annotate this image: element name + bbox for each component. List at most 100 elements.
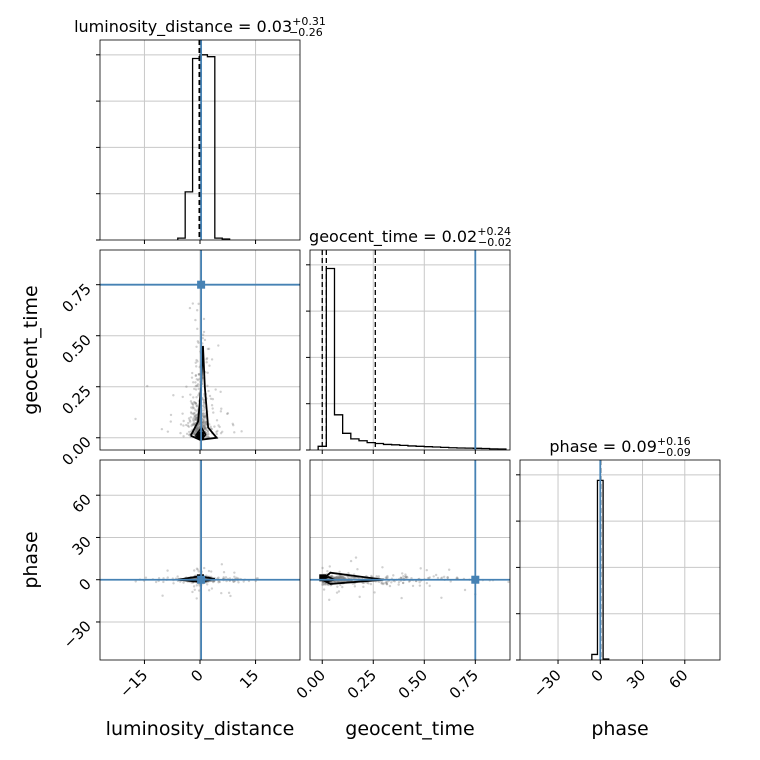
scatter-point xyxy=(339,580,342,583)
scatter-point xyxy=(197,302,200,306)
scatter-point xyxy=(336,576,340,580)
scatter-point xyxy=(432,575,435,578)
scatter-point xyxy=(198,373,201,376)
scatter-point xyxy=(189,406,193,409)
scatter-point xyxy=(195,416,199,419)
scatter-point xyxy=(192,401,196,404)
scatter-point xyxy=(222,576,225,579)
scatter-point xyxy=(210,358,214,361)
scatter-point xyxy=(384,581,388,584)
title-phase: phase = 0.09+0.16 xyxy=(549,435,690,456)
scatter-point xyxy=(206,583,209,586)
scatter-point xyxy=(397,583,400,586)
scatter-point xyxy=(194,431,197,434)
scatter-point xyxy=(205,574,208,577)
scatter-point xyxy=(380,582,383,585)
scatter-point xyxy=(330,575,333,578)
scatter-point xyxy=(227,591,231,595)
scatter-point xyxy=(196,568,199,571)
scatter-point xyxy=(194,429,197,433)
scatter-point xyxy=(181,395,184,399)
scatter-point xyxy=(407,580,411,583)
scatter-point xyxy=(194,381,197,384)
scatter-point xyxy=(208,394,212,398)
scatter-point xyxy=(388,584,392,588)
title-main: luminosity_distance = 0.03 xyxy=(74,17,292,37)
title-main: geocent_time = 0.02 xyxy=(309,227,477,247)
scatter-point xyxy=(196,427,200,430)
scatter-point xyxy=(384,576,388,579)
scatter-point xyxy=(240,430,243,433)
scatter-point xyxy=(397,581,401,584)
scatter-point xyxy=(195,405,199,408)
scatter-point xyxy=(203,422,207,425)
scatter-point xyxy=(202,414,205,417)
scatter-point xyxy=(342,576,345,580)
scatter-point xyxy=(349,559,353,563)
scatter-point xyxy=(215,419,219,422)
scatter-point xyxy=(340,576,343,579)
scatter-point xyxy=(204,417,207,420)
scatter-point xyxy=(189,416,193,419)
scatter-point xyxy=(210,587,214,590)
scatter-point xyxy=(322,583,325,586)
scatter-point xyxy=(209,397,213,400)
scatter-point xyxy=(339,576,342,579)
scatter-point xyxy=(340,574,344,578)
scatter-point xyxy=(217,581,220,584)
scatter-point xyxy=(189,400,193,403)
scatter-point xyxy=(196,360,199,363)
scatter-point xyxy=(402,575,405,578)
scatter-point xyxy=(202,425,206,428)
scatter-point xyxy=(385,582,389,586)
scatter-point xyxy=(212,580,215,583)
scatter-point xyxy=(195,396,198,399)
ylabel-geocent-time: geocent_time xyxy=(20,285,42,414)
scatter-point xyxy=(390,581,393,584)
scatter-point xyxy=(190,376,194,379)
scatter-point xyxy=(197,387,200,390)
scatter-point xyxy=(203,426,207,430)
scatter-point xyxy=(194,408,197,412)
scatter-point xyxy=(217,576,220,579)
scatter-point xyxy=(202,421,205,424)
scatter-point xyxy=(193,414,196,417)
scatter-point xyxy=(195,427,199,431)
scatter-point xyxy=(196,384,199,388)
scatter-point xyxy=(455,576,459,579)
scatter-point xyxy=(193,387,196,391)
scatter-point xyxy=(160,427,164,431)
scatter-point xyxy=(186,424,190,427)
scatter-point xyxy=(336,580,340,583)
scatter-point xyxy=(232,580,235,583)
scatter-point xyxy=(328,565,331,568)
panel-geocent_time-luminosity_distance: 0.000.250.500.75 xyxy=(58,249,301,469)
ylabel-phase: phase xyxy=(20,531,42,588)
scatter-point xyxy=(181,412,184,415)
scatter-point xyxy=(187,417,191,420)
scatter-point xyxy=(202,414,205,418)
scatter-point xyxy=(337,590,341,593)
scatter-point xyxy=(404,573,407,576)
scatter-point xyxy=(207,589,211,592)
scatter-point xyxy=(235,576,238,579)
scatter-point xyxy=(205,426,208,430)
scatter-point xyxy=(203,338,207,342)
scatter-point xyxy=(446,576,449,579)
scatter-point xyxy=(216,429,219,433)
scatter-point xyxy=(207,432,210,436)
scatter-point xyxy=(334,580,337,583)
title-main: phase = 0.09 xyxy=(549,437,656,456)
scatter-point xyxy=(194,318,197,322)
scatter-point xyxy=(428,576,431,579)
title-geocent-time-minus: −0.02 xyxy=(478,236,512,249)
scatter-point xyxy=(202,425,205,428)
scatter-point xyxy=(196,426,199,429)
scatter-point xyxy=(194,402,197,405)
scatter-point xyxy=(188,420,192,423)
scatter-point xyxy=(324,583,327,586)
scatter-point xyxy=(219,390,222,394)
scatter-point xyxy=(203,407,206,410)
title-geocent-time: geocent_time = 0.02+0.24 xyxy=(309,225,511,247)
scatter-point xyxy=(229,594,232,598)
